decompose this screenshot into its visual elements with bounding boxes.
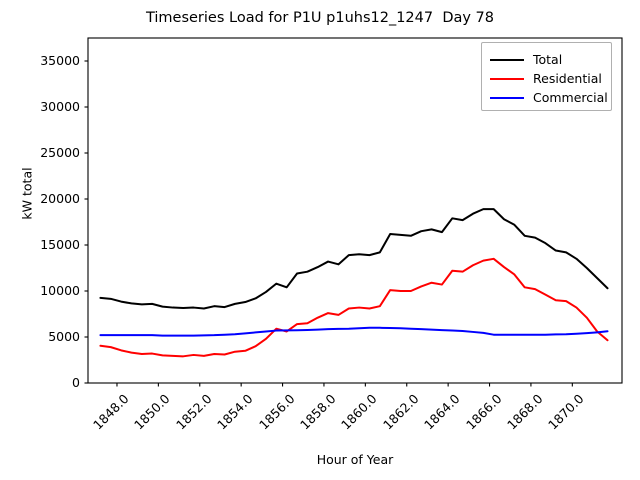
legend-color-swatch	[490, 59, 524, 61]
y-tick-label: 20000	[40, 191, 80, 206]
legend-color-swatch	[490, 97, 524, 99]
legend-entry-label: Total	[533, 51, 563, 67]
y-tick-label: 0	[72, 375, 80, 390]
series-line-total	[99, 208, 609, 310]
y-tick-label: 5000	[48, 329, 80, 344]
series-line-commercial	[99, 326, 609, 337]
y-tick-label: 10000	[40, 283, 80, 298]
plot-frame	[87, 37, 623, 384]
y-tick-label: 35000	[40, 53, 80, 68]
legend-entry-residential: Residential	[490, 69, 602, 89]
y-tick-label: 15000	[40, 237, 80, 252]
legend-entry-total: Total	[490, 50, 562, 70]
y-tick-label: 30000	[40, 99, 80, 114]
legend-entry-commercial: Commercial	[490, 88, 608, 108]
y-tick-label: 25000	[40, 145, 80, 160]
legend-color-swatch	[490, 78, 524, 80]
series-line-residential	[99, 257, 609, 358]
x-axis-label: Hour of Year	[316, 452, 394, 467]
legend-entry-label: Residential	[533, 70, 602, 86]
legend-entry-label: Commercial	[533, 89, 608, 105]
chart-title: Timeseries Load for P1U p1uhs12_1247 Day…	[145, 10, 495, 26]
chart-legend: Total Residential Commercial	[481, 42, 612, 111]
